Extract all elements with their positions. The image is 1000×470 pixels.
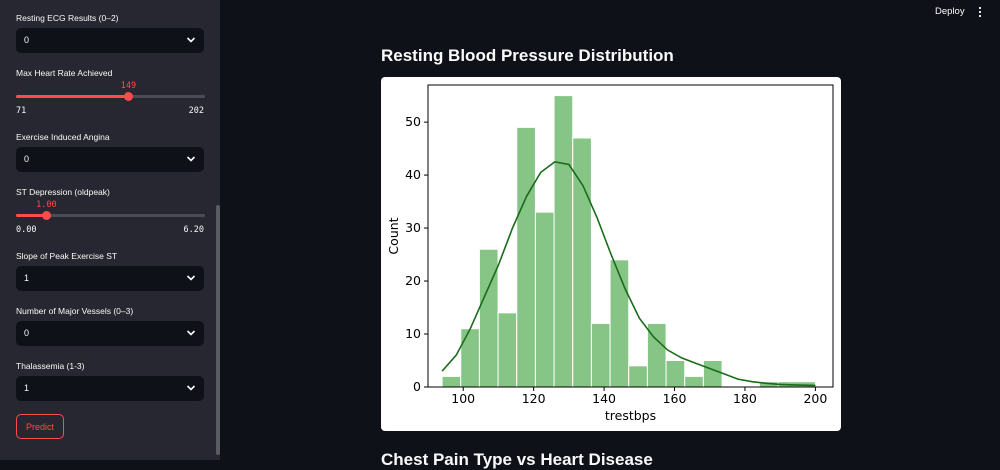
y-tick-label: 10 [405,326,421,341]
histogram-bar [534,211,555,388]
exang-value: 0 [24,154,30,164]
ca-select[interactable]: 0 [16,321,204,346]
chevron-down-icon [186,330,196,336]
thalach-value: 149 [120,81,137,91]
restecg-value: 0 [24,35,30,45]
oldpeak-label: ST Depression (oldpeak) [16,187,110,197]
restecg-select[interactable]: 0 [16,28,204,53]
histogram-bar [478,248,499,388]
y-tick-label: 30 [405,220,421,235]
histogram-bar [609,259,630,388]
chart-canvas: 100 120 140 160 180 200 0 10 20 30 40 50 trestbps Cou… [386,84,834,423]
plot-frame [427,84,834,388]
next-section-title: Chest Pain Type vs Heart Disease [381,450,653,469]
page-title: Resting Blood Pressure Distribution [381,46,674,65]
thalach-slider-thumb[interactable] [123,91,133,101]
slope-value: 1 [24,273,30,283]
thalach-slider-fill [16,95,129,98]
histogram-bar [497,312,518,388]
kde-line [441,160,816,387]
sidebar: Resting ECG Results (0–2) 0 Max Heart Ra… [0,0,220,460]
histogram-bar [684,375,704,388]
ca-label: Number of Major Vessels (0–3) [16,306,134,316]
sidebar-scrollbar[interactable] [216,205,220,455]
chevron-down-icon [186,385,196,391]
more-vertical-icon[interactable] [977,6,983,18]
x-tick-label: 180 [733,391,757,406]
x-tick-label: 120 [522,391,546,406]
thalach-label: Max Heart Rate Achieved [16,68,113,78]
oldpeak-max: 6.20 [183,225,204,235]
slope-select[interactable]: 1 [16,266,204,291]
thalach-max: 202 [188,106,204,116]
thal-select[interactable]: 1 [16,376,204,401]
y-tick-label: 40 [405,167,421,182]
histogram-bar [665,360,686,388]
histogram-bar [590,322,611,388]
chevron-down-icon [186,156,196,162]
x-tick-label: 160 [663,391,687,406]
oldpeak-min: 0.00 [16,225,37,235]
y-tick-label: 20 [405,273,421,288]
ca-value: 0 [24,328,30,338]
histogram-bar [441,375,462,388]
exang-label: Exercise Induced Angina [16,132,110,142]
restecg-label: Resting ECG Results (0–2) [16,13,119,23]
x-tick-label: 140 [592,391,616,406]
exang-select[interactable]: 0 [16,147,204,172]
thalach-slider[interactable] [16,91,205,101]
histogram-bar [628,365,648,388]
thalach-min: 71 [16,106,27,116]
y-tick-label: 0 [413,379,421,394]
histogram-bar [702,360,723,388]
x-tick-label: 100 [451,391,475,406]
oldpeak-slider[interactable] [16,210,205,220]
deploy-button[interactable]: Deploy [935,6,965,17]
y-tick-label: 50 [405,114,421,129]
x-tick-label: 200 [803,391,827,406]
y-axis-label: Count [386,217,401,254]
oldpeak-slider-thumb[interactable] [41,210,51,220]
oldpeak-value: 1.00 [36,200,57,210]
thal-value: 1 [24,383,30,393]
chevron-down-icon [186,275,196,281]
oldpeak-slider-fill [16,214,47,217]
predict-button[interactable]: Predict [16,414,64,439]
histogram-bar [516,126,536,388]
histogram-bar [460,328,480,388]
x-axis-label: trestbps [605,408,656,423]
thal-label: Thalassemia (1-3) [16,361,85,371]
histogram-bar [553,95,574,388]
chevron-down-icon [186,37,196,43]
histogram-chart: 100 120 140 160 180 200 0 10 20 30 40 50 trestbps Cou… [381,77,841,431]
slope-label: Slope of Peak Exercise ST [16,251,118,261]
